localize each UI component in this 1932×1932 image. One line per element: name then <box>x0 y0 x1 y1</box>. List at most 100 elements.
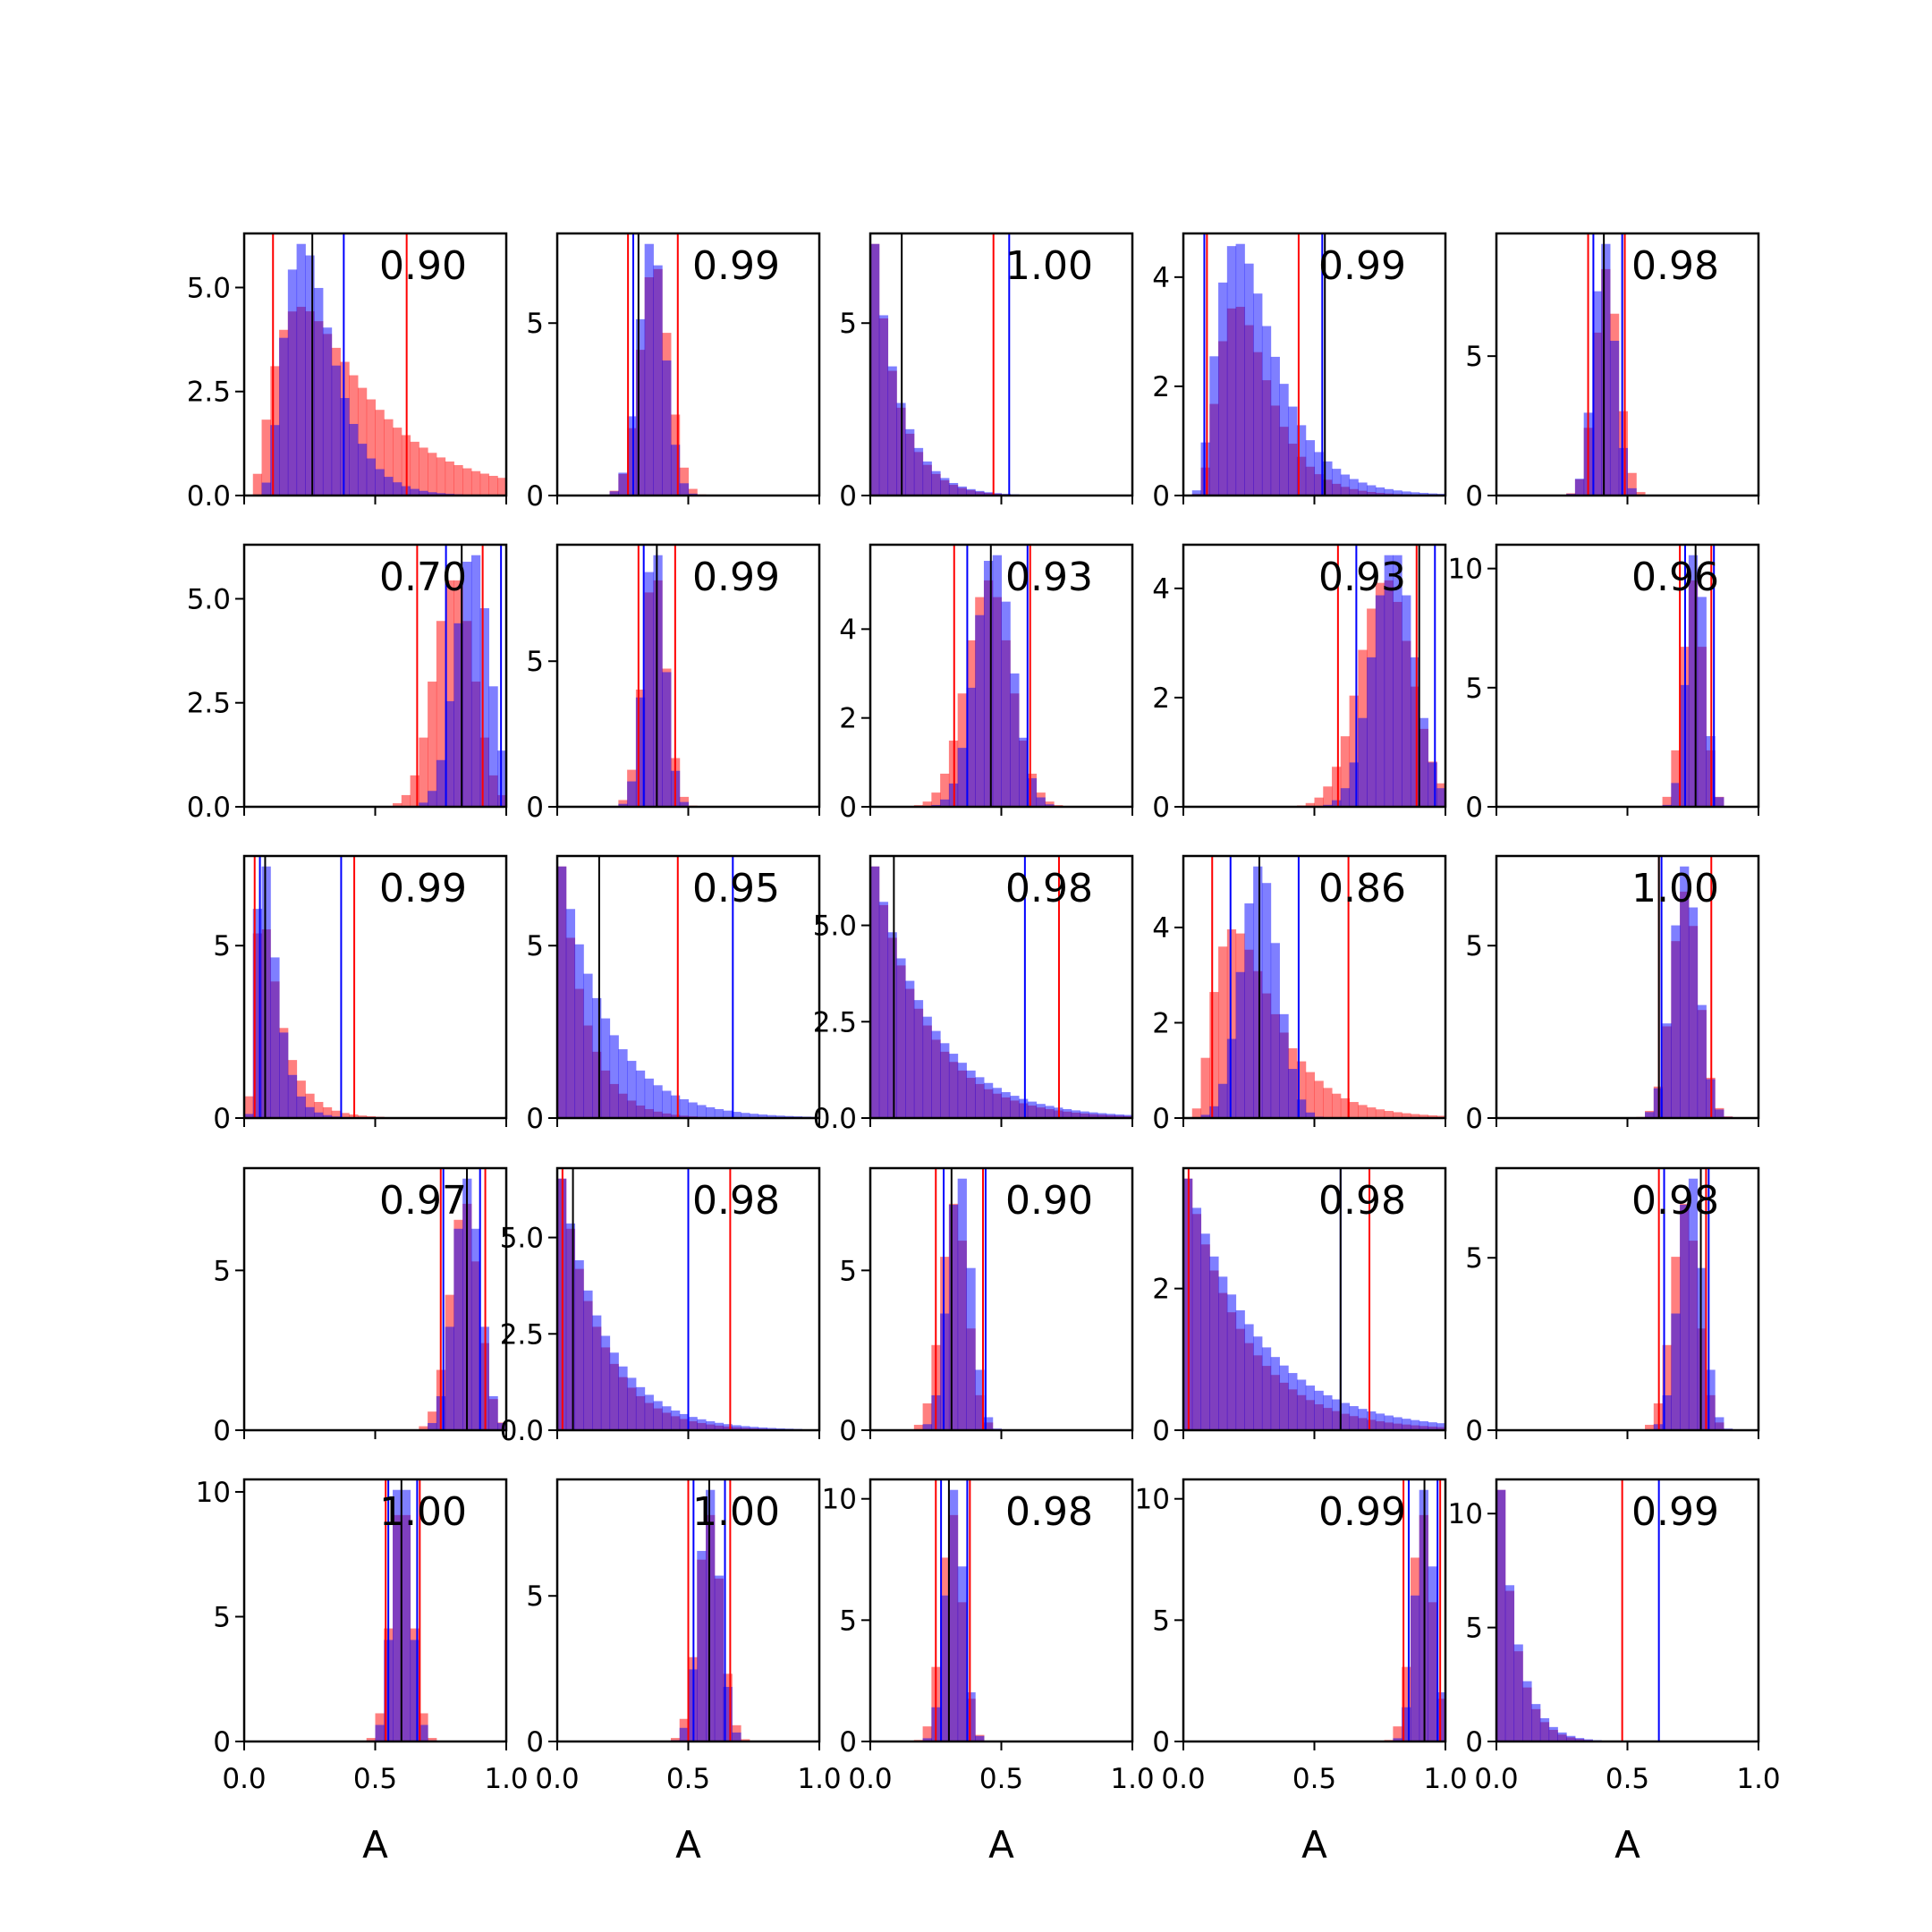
blue-histogram-bar <box>618 472 628 496</box>
blue-histogram-bar <box>922 1016 932 1118</box>
red-histogram-bar <box>1358 1105 1368 1118</box>
y-tick-label: 10 <box>822 1484 857 1516</box>
blue-histogram-bar <box>957 1566 967 1741</box>
blue-histogram-bar <box>1688 1178 1699 1430</box>
blue-histogram-bar <box>618 1366 628 1430</box>
red-histogram-bar <box>931 792 941 807</box>
blue-histogram-bar <box>1375 487 1385 496</box>
blue-histogram-bar <box>1402 491 1411 496</box>
x-tick-label: 0.0 <box>848 1763 892 1795</box>
red-histogram-bar <box>401 794 411 807</box>
x-tick-label: 1.0 <box>1736 1763 1780 1795</box>
blue-histogram-bar <box>1367 1411 1377 1430</box>
blue-histogram-bar <box>741 1113 750 1118</box>
panel-frame <box>1495 1166 1760 1432</box>
y-tick-label: 0 <box>1465 480 1483 513</box>
blue-histogram-bar <box>1367 657 1377 807</box>
histogram-panel: 0 5 10 0.0 0.5 1.0 0.99 A <box>1135 1478 1468 1867</box>
blue-histogram-bar <box>992 1088 1002 1118</box>
y-tick-label: 5 <box>213 930 231 962</box>
histogram-panel: 0.0 2.5 5.0 0.98 <box>813 854 1134 1135</box>
red-histogram-bar <box>1436 1115 1445 1118</box>
histogram-panel: 0 5 10 0.0 0.5 1.0 1.00 A <box>196 1477 529 1867</box>
blue-histogram-bar <box>749 1427 759 1430</box>
blue-histogram-bar <box>1410 1419 1420 1430</box>
red-histogram-bar <box>261 419 271 496</box>
y-tick-label: 0 <box>839 480 857 513</box>
blue-histogram-bar <box>1279 1365 1289 1430</box>
blue-histogram-bar <box>270 425 280 496</box>
red-histogram-bar <box>679 796 689 807</box>
x-tick-label: 1.0 <box>1110 1763 1154 1795</box>
blue-histogram-bar <box>1296 1379 1307 1430</box>
red-histogram-bar <box>453 464 463 496</box>
panel-score-label: 0.90 <box>379 243 467 289</box>
blue-histogram-bar <box>261 866 271 1118</box>
blue-histogram-bar <box>1235 971 1245 1118</box>
blue-histogram-bar <box>305 255 315 496</box>
blue-histogram-bar <box>732 1112 741 1118</box>
blue-histogram-bar <box>1340 788 1351 807</box>
blue-histogram-bar <box>878 315 889 496</box>
blue-histogram-bar <box>1261 1347 1272 1430</box>
red-histogram-bar <box>331 1110 341 1118</box>
blue-histogram-bar <box>1428 1566 1437 1741</box>
blue-histogram-bar <box>1191 490 1202 496</box>
blue-histogram-bar <box>922 1738 932 1741</box>
blue-histogram-bar <box>1244 903 1254 1118</box>
blue-histogram-bar <box>565 909 576 1118</box>
red-histogram-bar <box>1375 1109 1385 1118</box>
blue-histogram-bar <box>428 791 437 807</box>
blue-histogram-bar <box>1358 1409 1368 1430</box>
blue-histogram-bar <box>870 866 880 1118</box>
red-histogram-bar <box>1332 1093 1342 1118</box>
red-histogram-bar <box>1419 1114 1428 1118</box>
panel-score-label: 0.98 <box>1631 243 1719 289</box>
blue-histogram-bar <box>706 1106 716 1118</box>
histogram-panel: 050.98 <box>1465 232 1760 513</box>
blue-histogram-bar <box>1513 1644 1523 1741</box>
red-histogram-bar <box>445 580 454 807</box>
blue-histogram-bar <box>583 1290 593 1430</box>
histogram-panel: 0 2 4 0.99 <box>1152 232 1447 513</box>
red-histogram-bar <box>428 1738 437 1741</box>
blue-histogram-bar <box>375 1724 385 1741</box>
red-histogram-bar <box>1305 802 1315 807</box>
blue-histogram-bar <box>948 1489 959 1741</box>
y-tick-label: 0 <box>1152 1726 1170 1758</box>
blue-histogram-bar <box>975 1369 985 1430</box>
blue-histogram-bar <box>1715 1109 1724 1118</box>
blue-histogram-bar <box>1261 326 1272 496</box>
red-histogram-bar <box>470 470 481 496</box>
y-tick-label: 0 <box>1152 1415 1170 1447</box>
blue-histogram-bar <box>627 781 637 807</box>
red-histogram-bar <box>445 461 454 496</box>
blue-histogram-bar <box>1410 657 1420 807</box>
red-histogram-bar <box>428 453 437 496</box>
y-tick-label: 5 <box>1465 673 1483 705</box>
blue-histogram-bar <box>1332 469 1342 496</box>
blue-histogram-bar <box>1436 788 1445 807</box>
blue-histogram-bar <box>1531 1704 1541 1741</box>
blue-histogram-bar <box>922 1424 932 1430</box>
blue-histogram-bar <box>1428 762 1437 807</box>
y-tick-label: 0 <box>1152 480 1170 513</box>
red-histogram-bar <box>1340 736 1351 807</box>
blue-histogram-bar <box>1209 356 1219 496</box>
y-tick-label: 2 <box>1152 682 1170 715</box>
red-histogram-bar <box>436 457 446 496</box>
blue-histogram-bar <box>462 562 472 807</box>
blue-histogram-bar <box>1209 1106 1219 1118</box>
red-histogram-bar <box>428 682 437 807</box>
blue-histogram-bar <box>1305 440 1315 496</box>
red-histogram-bar <box>922 1403 932 1430</box>
blue-histogram-bar <box>662 672 672 807</box>
y-tick-label: 0 <box>526 480 544 513</box>
blue-histogram-bar <box>1358 717 1368 807</box>
blue-histogram-bar <box>357 444 368 496</box>
blue-histogram-bar <box>410 488 419 496</box>
blue-histogram-bar <box>714 1575 724 1741</box>
y-tick-label: 0 <box>526 792 544 824</box>
red-histogram-bar <box>1226 929 1237 1118</box>
blue-histogram-bar <box>314 287 324 496</box>
